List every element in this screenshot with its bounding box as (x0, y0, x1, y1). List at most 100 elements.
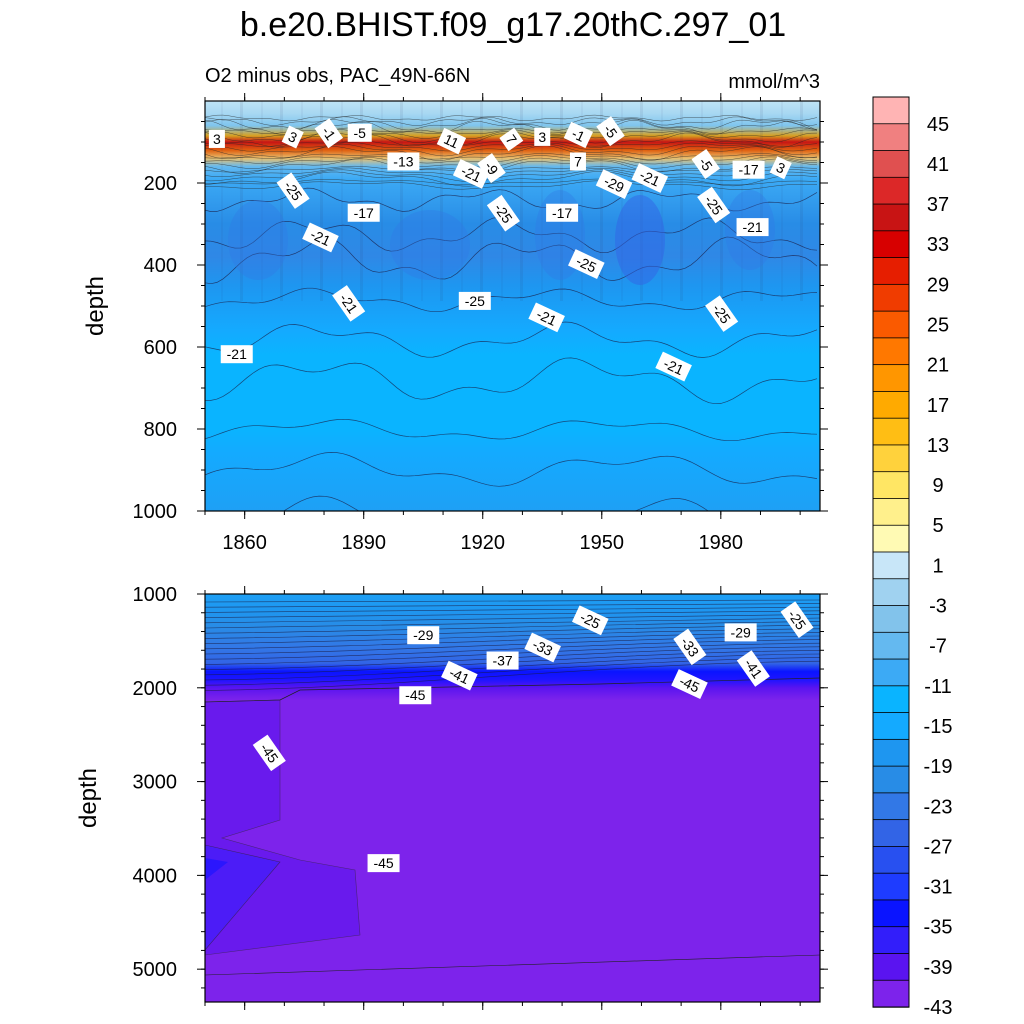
contour-label-text: -5 (354, 125, 367, 141)
contour-line (282, 495, 709, 511)
contour-label: 7 (499, 127, 524, 152)
y-tick-label: 2000 (133, 678, 178, 700)
contour-label-box (407, 626, 440, 645)
upper-axes: 1860 1890 1920 1950 1980 200 400 600 800 1000 (133, 93, 828, 554)
contour-label-box (571, 605, 609, 636)
contour-line (205, 169, 818, 182)
contour-label-text: -37 (492, 653, 512, 669)
contour-label: 11 (436, 127, 467, 155)
contour-label-text: -21 (637, 166, 662, 189)
lower-plot-frame (204, 593, 821, 1003)
contour-label: -25 (697, 186, 731, 224)
contour-line (205, 357, 818, 405)
contour-label: -41 (441, 660, 478, 691)
contour-label-box (399, 686, 432, 705)
colorbar-swatch (872, 230, 910, 259)
colorbar-label: -11 (924, 676, 951, 698)
colorbar-swatch (872, 176, 910, 205)
contour-label-text: -29 (413, 627, 433, 643)
contour-label-box (436, 127, 467, 155)
colorbar-label: 25 (927, 315, 949, 337)
contour-label-box (314, 118, 344, 149)
contour-label: 3 (281, 125, 304, 149)
contour-label-text: -17 (738, 162, 758, 178)
colorbar-label: -27 (924, 836, 953, 858)
contour-label: 3 (208, 129, 225, 148)
y-tick-label: 400 (144, 255, 177, 277)
contour-label-text: -45 (677, 673, 702, 696)
contour-line (205, 621, 820, 634)
colorbar-label: -15 (924, 716, 953, 738)
colorbar-swatch (872, 498, 910, 526)
contour-label: 3 (534, 127, 551, 146)
contour-label-box (769, 156, 792, 180)
contour-label: -29 (407, 626, 440, 645)
colorbar-swatch (872, 150, 910, 178)
contour-label-box (631, 163, 669, 193)
colorbar-label: 41 (927, 154, 949, 176)
contour-label-box (387, 152, 420, 171)
contour-line (205, 603, 820, 608)
colorbar-label: -39 (924, 957, 953, 979)
colorbar-label: -35 (924, 917, 953, 939)
upper-low-core (390, 210, 470, 280)
colorbar-swatch (872, 578, 910, 607)
colorbar-swatch (872, 979, 910, 1008)
contour-line (205, 418, 818, 442)
contour-label-box (252, 734, 286, 772)
colorbar-label: 17 (927, 395, 949, 417)
contour-label-box (347, 203, 380, 222)
contour-line (205, 145, 818, 161)
colorbar-swatch (872, 123, 910, 152)
contour-label-box (724, 623, 757, 642)
contour-label-text: -21 (308, 226, 333, 249)
contour-label-box (569, 152, 586, 171)
contour-label-box (477, 153, 506, 184)
contour-label-box (691, 148, 721, 179)
contour-label-box (441, 660, 478, 691)
contour-label-box (732, 160, 765, 179)
colorbar-swatch (872, 953, 910, 981)
contour-label-box (595, 169, 633, 200)
lower-bottom-boundary (205, 954, 820, 976)
contour-label: -5 (347, 123, 372, 142)
lower-axes: 1000 2000 3000 4000 5000 (133, 584, 828, 1010)
colorbar-swatch (872, 926, 910, 955)
contour-label-box (276, 172, 310, 209)
colorbar-label: -3 (929, 596, 947, 618)
colorbar-label: 21 (927, 355, 949, 377)
colorbar: 45 41 37 33 29 25 21 17 13 9 5 1 -3 -7 -11 -15 -19 -23 -27… (872, 96, 953, 1019)
colorbar-swatch (872, 524, 910, 553)
contour-line (205, 116, 818, 126)
contour-label: -21 (631, 163, 669, 193)
contour-label-text: -21 (661, 355, 686, 378)
colorbar-swatch (872, 551, 910, 580)
contour-label-box (302, 222, 339, 253)
colorbar-swatch (872, 310, 910, 339)
contour-label-box (655, 351, 692, 382)
lower-y-axis-label: depth (75, 768, 102, 828)
y-tick-label: 1000 (133, 584, 178, 606)
contour-label-text: -17 (354, 205, 374, 221)
contour-label-box (367, 854, 400, 873)
contour-label: -21 (736, 218, 769, 237)
contour-label-text: -41 (447, 664, 472, 687)
contour-label-box (697, 186, 731, 224)
contour-line (205, 178, 818, 186)
contour-label-text: 11 (441, 131, 461, 152)
x-tick-label: 1980 (699, 532, 744, 554)
upper-low-core (615, 195, 665, 285)
contour-line (205, 610, 820, 618)
contour-label-text: -45 (405, 687, 425, 703)
colorbar-label: 29 (927, 274, 949, 296)
colorbar-swatch (872, 96, 910, 125)
y-tick-label: 5000 (133, 959, 178, 981)
y-tick-label: 4000 (133, 865, 178, 887)
contour-label-box (546, 203, 579, 222)
contour-label: -21 (452, 158, 490, 189)
contour-label: -21 (220, 345, 253, 364)
contour-label-text: -29 (731, 624, 751, 640)
colorbar-swatch (872, 819, 910, 848)
